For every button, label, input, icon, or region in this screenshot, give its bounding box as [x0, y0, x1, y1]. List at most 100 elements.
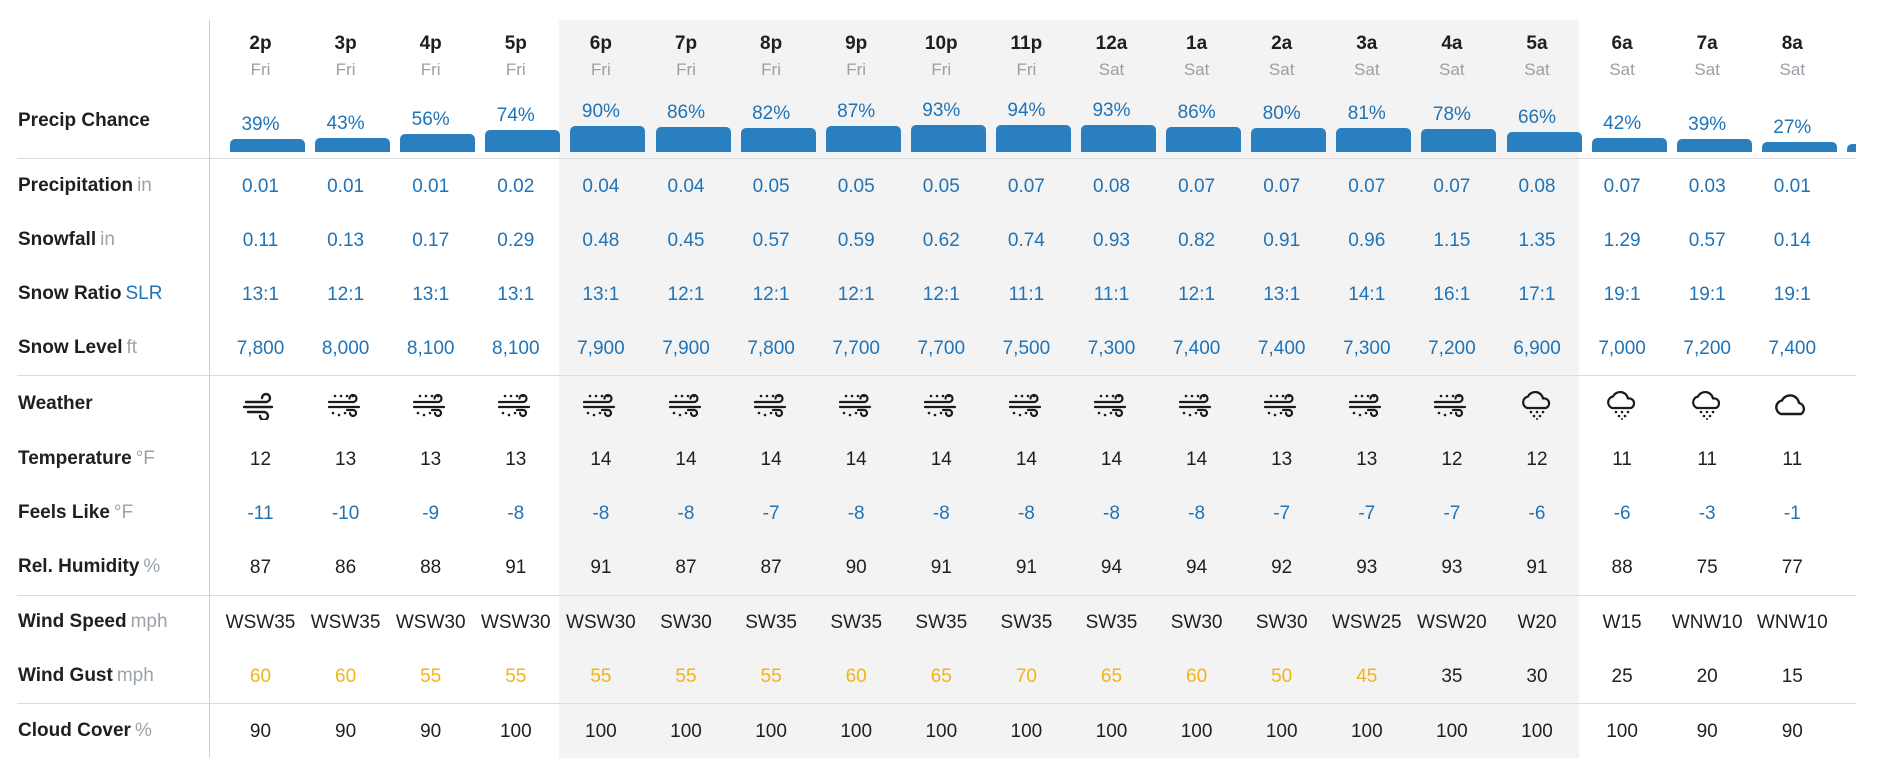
- snow-level-value: 8,100: [406, 338, 455, 359]
- humidity-value: 87: [760, 557, 782, 578]
- precip-chance-value: 87%: [837, 101, 876, 123]
- hour-label: 6a: [1611, 33, 1633, 54]
- wind-speed-value: SW30: [1255, 612, 1308, 633]
- humidity-value: 77: [1781, 557, 1803, 578]
- hour-column: 4a Sat 78% 0.07 1.15 16:1 7,200 12 -7 93 WSW20 35 10…: [1409, 0, 1497, 784]
- snow-ratio-value: 13:1: [497, 284, 535, 305]
- feels-like-value: -1: [1783, 503, 1801, 524]
- humidity-value: 91: [930, 557, 952, 578]
- day-label: Fri: [761, 60, 781, 79]
- row-label-weather: Weather: [18, 393, 93, 414]
- wind-gust-value: 60: [845, 666, 867, 687]
- snowfall-value: 0.45: [667, 230, 705, 251]
- day-label: Fri: [335, 60, 356, 79]
- feels-like-value: -3: [1698, 503, 1716, 524]
- precipitation-value: 0.07: [1603, 176, 1641, 197]
- precip-chance-bar: [655, 126, 731, 152]
- feels-like-value: -8: [507, 503, 525, 524]
- hour-label: 2p: [249, 33, 272, 54]
- precip-chance-bar: [1761, 142, 1837, 152]
- precip-chance-bar: [1166, 126, 1242, 152]
- snowfall-value: 0.48: [582, 230, 620, 251]
- humidity-value: 90: [845, 557, 867, 578]
- precip-chance-value: 80%: [1262, 103, 1301, 125]
- wind-speed-value: WNW10: [1756, 612, 1828, 633]
- wind-gust-value: 20: [1696, 666, 1718, 687]
- cloud-cover-value: 100: [499, 721, 532, 742]
- cloud-cover-value: 100: [1095, 721, 1128, 742]
- wind-speed-value: WSW35: [310, 612, 381, 633]
- precip-chance-value: 39%: [241, 113, 280, 135]
- day-label: Fri: [590, 60, 611, 79]
- temperature-value: 14: [1186, 449, 1208, 470]
- snow-ratio-value: 12:1: [752, 284, 790, 305]
- hour-label: 10p: [924, 33, 958, 54]
- right-edge: [1856, 0, 1882, 784]
- wind-gust-value: 25: [1611, 666, 1633, 687]
- humidity-value: 93: [1356, 557, 1378, 578]
- precip-chance-value: 86%: [1177, 101, 1216, 123]
- precip-chance-value: 81%: [1347, 102, 1386, 124]
- day-label: Fri: [420, 60, 441, 79]
- divider: [17, 375, 1865, 376]
- day-label: Fri: [846, 60, 867, 79]
- wind-speed-value: SW30: [1170, 612, 1223, 633]
- snowfall-value: 0.17: [412, 230, 450, 251]
- hour-column: 9p Fri 87% 0.05 0.59 12:1 7,700 14 -8 90 SW35 60 100: [814, 0, 901, 784]
- hour-column: 5a Sat 66% 0.08 1.35 17:1 6,900 12 -6 91 W20 30 100: [1495, 0, 1582, 784]
- precip-chance-bar: [1421, 128, 1497, 152]
- row-label-wind-speed: Wind Speed mph: [18, 611, 168, 632]
- feels-like-value: -9: [422, 503, 440, 524]
- feels-like-value: -8: [1188, 503, 1206, 524]
- hour-label: 11p: [1010, 33, 1043, 54]
- feels-like-value: -7: [1358, 503, 1376, 524]
- row-label-wind-gust: Wind Gust mph: [18, 665, 154, 686]
- cloud-cover-value: 90: [420, 721, 442, 742]
- wind-snow-icon: [1176, 390, 1216, 420]
- wind-icon: [240, 390, 280, 420]
- humidity-value: 91: [590, 557, 612, 578]
- feels-like-value: -11: [247, 503, 274, 524]
- hour-column: 5p Fri 74% 0.02 0.29 13:1 8,100 13 -8 91 WSW30 55 10…: [473, 0, 561, 784]
- row-label-snow-ratio: Snow Ratio SLR: [18, 283, 163, 304]
- feels-like-value: -7: [1443, 503, 1461, 524]
- feels-like-value: -6: [1613, 503, 1631, 524]
- temperature-value: 13: [335, 449, 357, 470]
- cloud-cover-value: 100: [670, 721, 702, 742]
- hour-column: 8a Sat 27% 0.01 0.14 19:1 7,400 11 -1 77 WNW10 15 90: [1750, 0, 1837, 784]
- precipitation-value: 0.05: [752, 176, 790, 197]
- humidity-value: 91: [505, 557, 527, 578]
- cloud-cover-value: 90: [249, 721, 272, 742]
- snow-level-value: 7,700: [832, 338, 880, 359]
- wind-speed-value: WSW30: [480, 612, 551, 633]
- precipitation-value: 0.07: [1263, 176, 1301, 197]
- precipitation-value: 0.05: [837, 176, 875, 197]
- snowfall-value: 0.29: [497, 230, 535, 251]
- snowfall-value: 0.82: [1178, 230, 1216, 251]
- wind-speed-value: WSW35: [225, 612, 296, 633]
- precipitation-value: 0.07: [1007, 176, 1045, 197]
- snowfall-value: 0.62: [922, 230, 960, 251]
- precip-chance-bar: [485, 129, 561, 152]
- precip-chance-value: 74%: [496, 104, 535, 126]
- temperature-value: 11: [1612, 449, 1632, 470]
- cloud-cover-value: 100: [1606, 721, 1638, 742]
- precipitation-value: 0.07: [1433, 176, 1471, 197]
- snow-ratio-value: 12:1: [667, 284, 705, 305]
- precip-chance-bar: [1676, 138, 1752, 152]
- row-label-cloud-cover: Cloud Cover%: [18, 720, 152, 741]
- day-label: Sat: [1524, 60, 1550, 79]
- precip-chance-value: 90%: [581, 100, 620, 122]
- cloud-cover-value: 100: [1265, 721, 1298, 742]
- snowfall-value: 0.57: [1688, 230, 1726, 251]
- snow-ratio-value: 19:1: [1773, 284, 1811, 305]
- row-label-snowfall: Snowfall in: [18, 229, 115, 250]
- snowfall-value: 0.11: [242, 230, 279, 251]
- hour-label: 8a: [1781, 33, 1803, 54]
- precip-chance-bar: [995, 124, 1071, 152]
- snow-ratio-value: 13:1: [582, 284, 620, 305]
- precipitation-value: 0.08: [1093, 176, 1130, 197]
- wind-speed-value: SW35: [745, 612, 797, 633]
- hour-column: 2p Fri 39% 0.01 0.11 13:1 7,800 12 -11 87 WSW35 60 9…: [218, 0, 305, 784]
